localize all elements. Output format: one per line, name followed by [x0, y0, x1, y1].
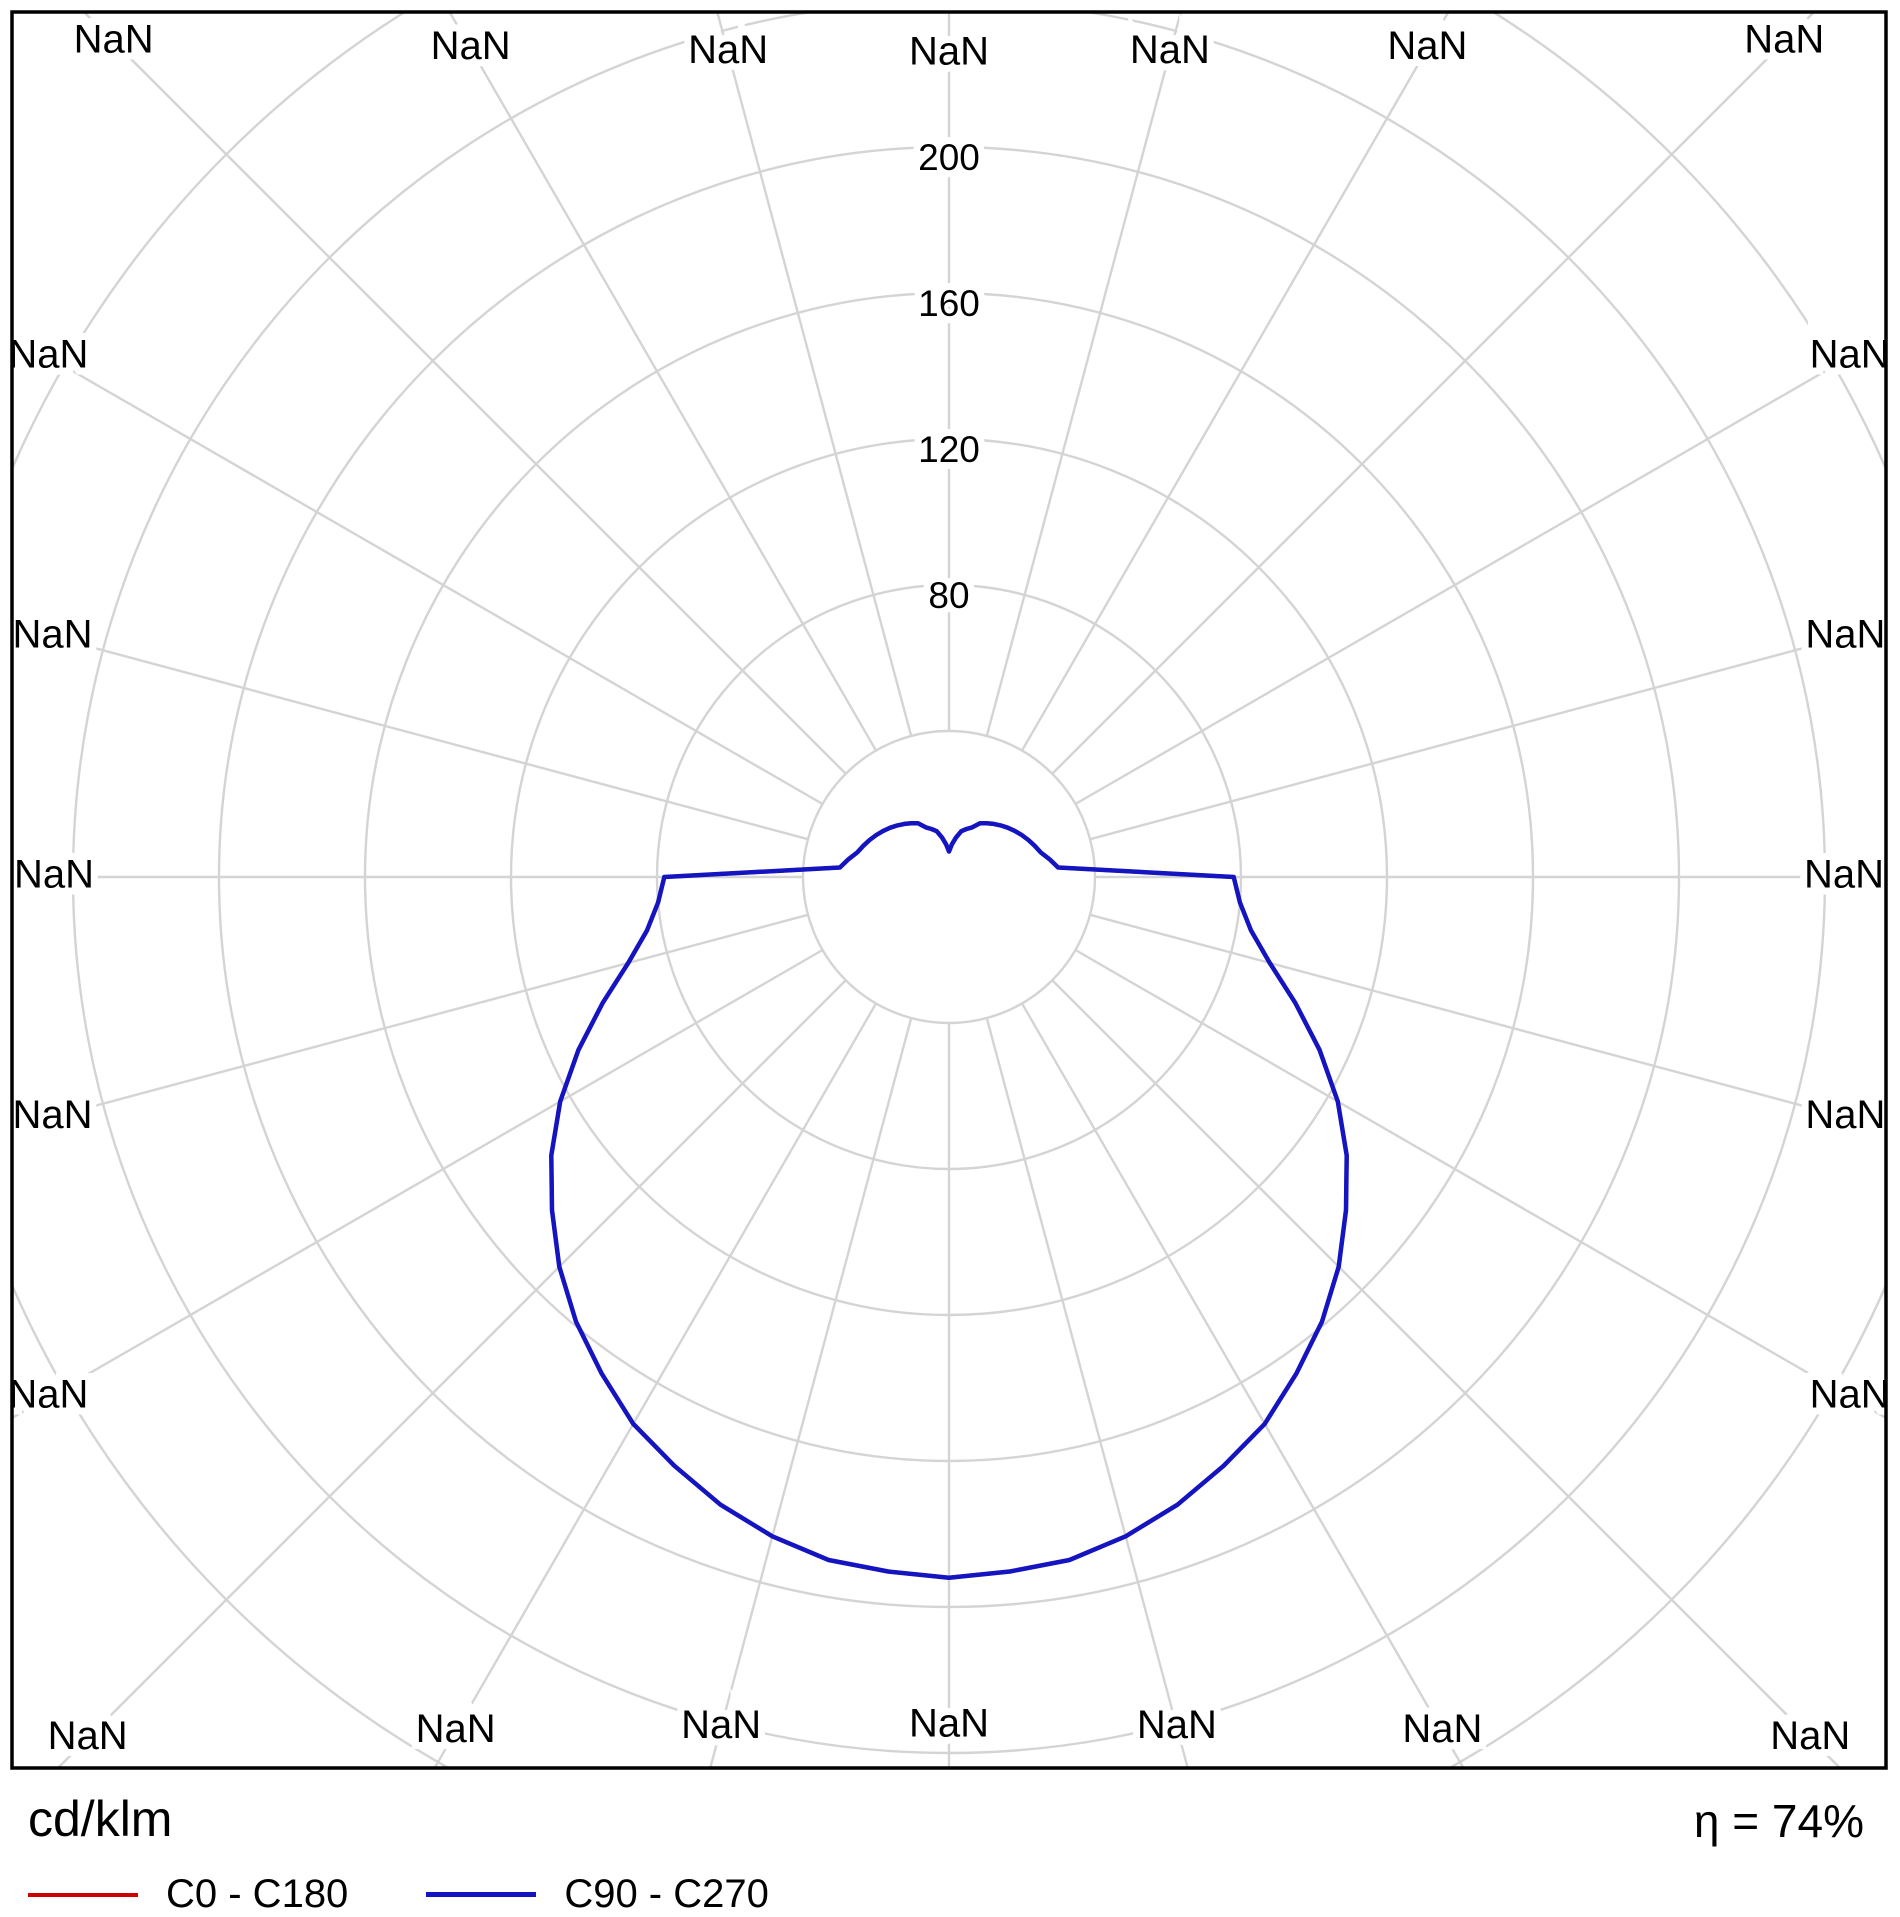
- angle-label-60-left: NaN: [8, 1373, 88, 1417]
- angle-label-150-left: NaN: [431, 24, 511, 68]
- angle-label-165-left: NaN: [688, 28, 768, 72]
- angle-label-90-right: NaN: [1804, 853, 1884, 897]
- grid-spoke-60: [1074, 948, 1886, 1420]
- angle-label-135-left: NaN: [74, 17, 154, 61]
- legend-label-c0-c180: C0 - C180: [166, 1872, 349, 1916]
- ring-label-80: 80: [928, 575, 969, 616]
- angle-label-30-right: NaN: [1402, 1707, 1482, 1751]
- grid-spoke-210: [448, 12, 878, 752]
- grid-ring-40: [801, 729, 1097, 1025]
- ring-label-160: 160: [918, 283, 980, 324]
- legend-line-c0-c180: [28, 1892, 138, 1897]
- grid-spoke-285: [12, 913, 809, 1130]
- grid-spoke-150: [1020, 12, 1450, 752]
- legend-label-c90-c270: C90 - C270: [564, 1872, 769, 1916]
- grid-spoke-345: [709, 1017, 913, 1768]
- angle-label-105-right: NaN: [1805, 612, 1885, 656]
- legend-item-c90-c270: C90 - C270: [426, 1872, 769, 1917]
- angle-label-90-left: NaN: [14, 853, 94, 897]
- grid-spoke-195: [715, 12, 913, 737]
- polar-grid: [12, 12, 1886, 1768]
- angle-label-60-right: NaN: [1810, 1373, 1890, 1417]
- plot-border: [10, 10, 1888, 1770]
- angle-label-105-left: NaN: [13, 612, 93, 656]
- angle-label-75-right: NaN: [1805, 1093, 1885, 1137]
- grid-spoke-120: [1074, 334, 1886, 806]
- grid-spoke-15: [985, 1017, 1189, 1768]
- angle-label-120-left: NaN: [8, 333, 88, 377]
- grid-spoke-105: [1089, 624, 1886, 841]
- grid-spoke-330: [433, 1002, 878, 1768]
- grid-spoke-165: [985, 12, 1183, 737]
- angle-labels: NaN NaN NaN NaN NaN NaN NaN NaN NaN NaN NaN NaN NaN N…: [1, 10, 1896, 1765]
- legend-line-c90-c270: [426, 1892, 537, 1897]
- ring-label-120: 120: [918, 429, 980, 470]
- grid-spoke-315: [56, 979, 847, 1768]
- grid-spoke-135: [1051, 12, 1816, 775]
- angle-label-180-right: NaN: [909, 30, 989, 74]
- units-label: cd/klm: [28, 1791, 173, 1847]
- legend-item-c0-c180: C0 - C180: [28, 1872, 348, 1917]
- grid-spoke-30: [1020, 1002, 1465, 1768]
- grid-spoke-255: [12, 624, 809, 841]
- grid-spoke-75: [1089, 913, 1886, 1130]
- angle-label-15-right: NaN: [1137, 1703, 1217, 1747]
- angle-label-30-left: NaN: [416, 1707, 496, 1751]
- distribution-curves: [549, 820, 1349, 1581]
- angle-label-15-left: NaN: [681, 1703, 761, 1747]
- angle-label-120-right: NaN: [1810, 333, 1890, 377]
- legend: C0 - C180 C90 - C270: [28, 1872, 769, 1917]
- grid-spoke-240: [12, 334, 824, 806]
- angle-label-75-left: NaN: [13, 1093, 93, 1137]
- angle-label-135-right: NaN: [1744, 17, 1824, 61]
- grid-spoke-300: [12, 948, 824, 1420]
- curve-c90-c270: [549, 820, 1349, 1581]
- angle-label-0-right: NaN: [909, 1702, 989, 1746]
- angle-label-150-right: NaN: [1387, 24, 1467, 68]
- angle-label-45-left: NaN: [48, 1714, 128, 1758]
- ring-label-200: 200: [918, 137, 980, 178]
- grid-spoke-225: [82, 12, 847, 775]
- efficiency-label: η = 74%: [1693, 1795, 1864, 1847]
- ring-labels: 80 120 160 200: [911, 130, 987, 623]
- grid-spoke-45: [1051, 979, 1842, 1768]
- angle-label-45-right: NaN: [1770, 1714, 1850, 1758]
- angle-label-165-right: NaN: [1130, 28, 1210, 72]
